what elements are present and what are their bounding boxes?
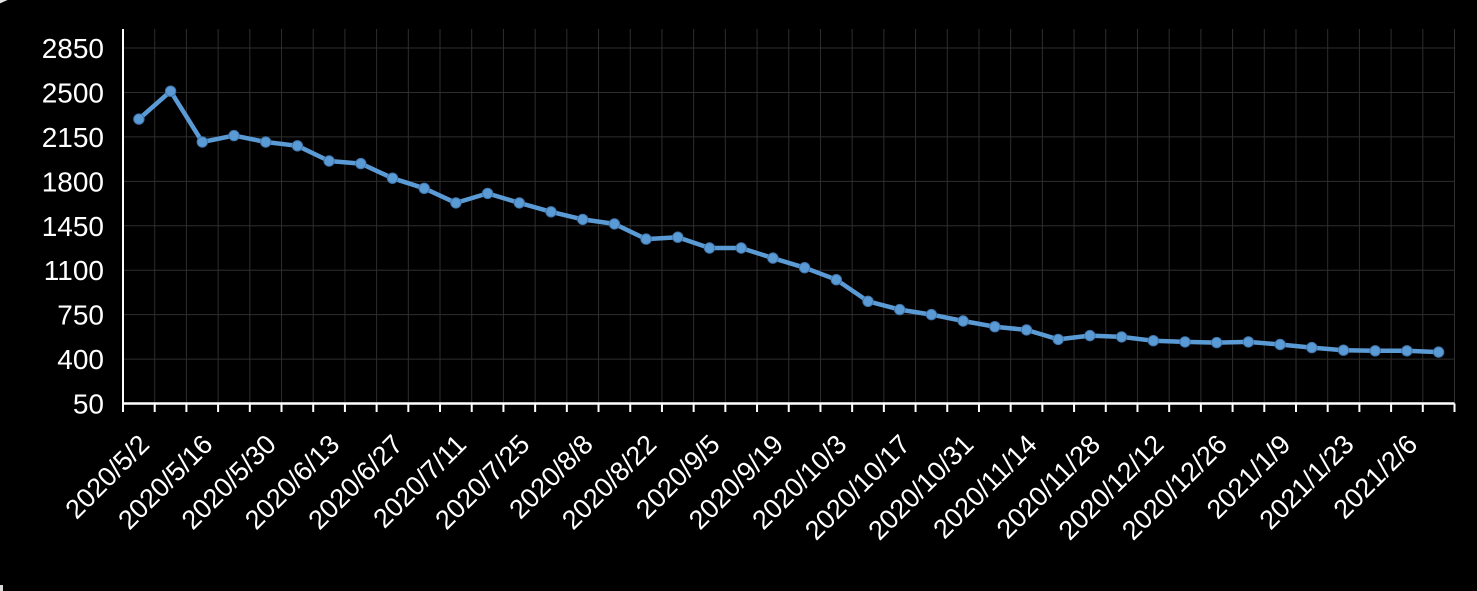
data-point-marker [1084, 329, 1096, 342]
y-tick-label: 750 [57, 300, 104, 331]
data-point-marker [640, 233, 652, 245]
data-point-marker [513, 197, 525, 209]
y-tick-label: 2850 [42, 33, 104, 64]
data-point-marker [1242, 336, 1255, 348]
data-point-marker [386, 172, 399, 184]
data-point-marker [164, 85, 177, 97]
data-point-marker [989, 321, 1001, 333]
data-point-marker [608, 218, 621, 230]
data-point-marker [798, 262, 811, 274]
data-point-marker [1211, 336, 1223, 349]
data-point-marker [1432, 346, 1445, 358]
data-point-marker [703, 242, 716, 254]
data-point-marker [1020, 324, 1033, 336]
y-tick-label: 1800 [42, 166, 104, 197]
y-tick-label: 400 [57, 344, 104, 375]
data-point-marker [450, 197, 462, 209]
screen-edge-artifact [0, 585, 3, 591]
data-point-marker [133, 113, 145, 125]
data-point-marker [1369, 345, 1381, 357]
data-point-marker [862, 295, 874, 307]
data-point-marker [1337, 344, 1350, 356]
data-point-marker [894, 303, 906, 316]
data-point-marker [1274, 338, 1286, 351]
data-point-marker [767, 252, 779, 264]
data-point-marker [1306, 341, 1318, 354]
data-point-marker [291, 140, 304, 152]
y-tick-label: 2150 [42, 122, 104, 153]
data-point-marker [418, 182, 430, 195]
y-tick-label: 2500 [42, 77, 104, 108]
data-point-marker [196, 136, 209, 148]
data-point-marker [830, 274, 842, 286]
y-tick-label: 1100 [44, 255, 104, 286]
data-point-marker [545, 206, 557, 218]
data-point-marker [260, 136, 272, 148]
data-point-marker [957, 315, 969, 327]
data-point-marker [323, 155, 335, 167]
data-point-marker [228, 129, 240, 142]
data-point-marker [481, 187, 494, 200]
y-tick-label: 1450 [42, 211, 104, 242]
y-tick-label: 50 [73, 389, 104, 420]
data-point-marker [925, 308, 938, 321]
data-point-marker [1179, 336, 1191, 348]
data-point-marker [577, 213, 589, 226]
data-point-marker [1401, 345, 1413, 357]
data-point-marker [735, 242, 747, 254]
data-point-marker [1147, 335, 1160, 347]
data-point-marker [672, 231, 684, 243]
data-point-marker [1115, 331, 1128, 343]
data-point-marker [1052, 333, 1064, 346]
data-point-marker [355, 157, 367, 170]
